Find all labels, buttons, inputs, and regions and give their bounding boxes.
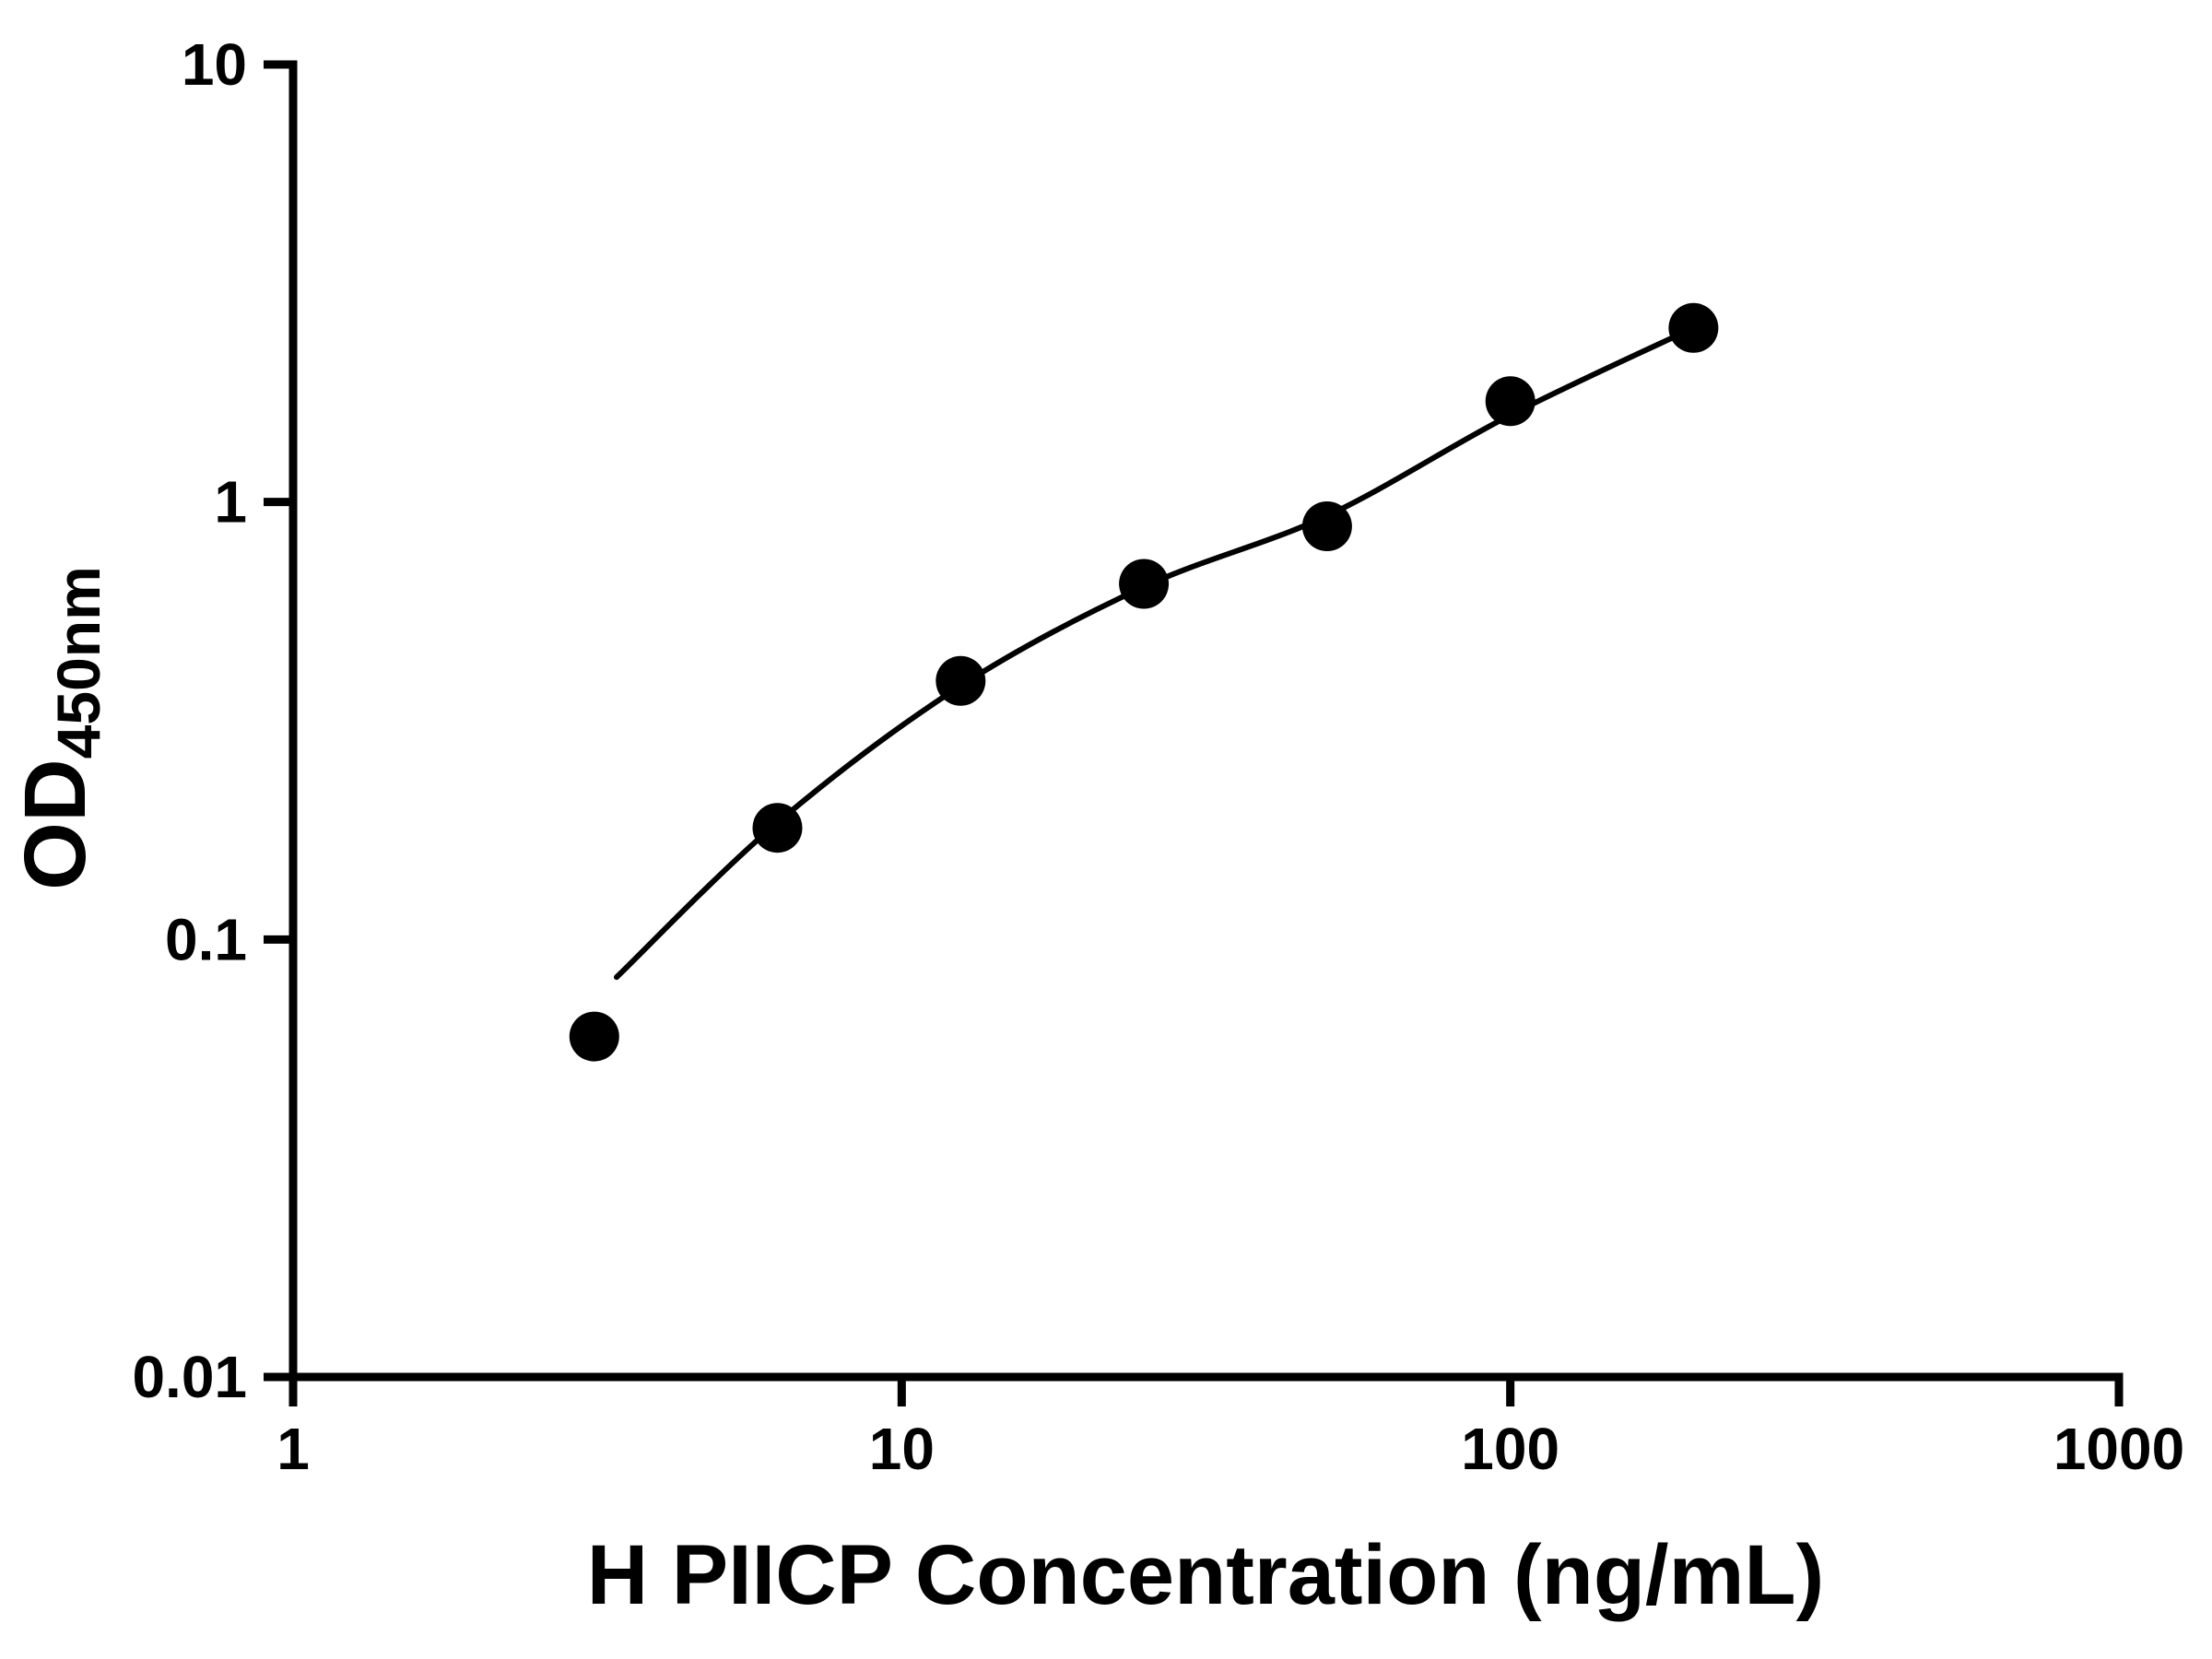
x-tick-label: 10 — [869, 1416, 935, 1482]
x-tick-label: 1000 — [2053, 1416, 2184, 1482]
y-tick-label: 0.1 — [165, 906, 247, 972]
y-tick-label: 0.01 — [132, 1344, 247, 1410]
data-point — [569, 1011, 619, 1062]
data-point — [752, 803, 803, 853]
fit-curve — [614, 324, 1697, 981]
x-tick-label: 1 — [276, 1416, 310, 1482]
data-point — [1485, 376, 1535, 427]
data-point — [935, 655, 986, 706]
x-axis-title: H PIICP Concentration (ng/mL) — [587, 1528, 1825, 1622]
x-tick-label: 100 — [1461, 1416, 1559, 1482]
y-axis-title: OD450nm — [6, 566, 112, 890]
data-point — [1119, 559, 1170, 609]
data-point — [1668, 302, 1719, 353]
y-axis-title-subscript: 450nm — [44, 566, 112, 759]
y-tick-label: 1 — [214, 469, 247, 535]
y-axis-title-main: OD — [6, 759, 104, 890]
data-point — [1301, 501, 1352, 551]
y-tick-label: 10 — [182, 31, 247, 98]
